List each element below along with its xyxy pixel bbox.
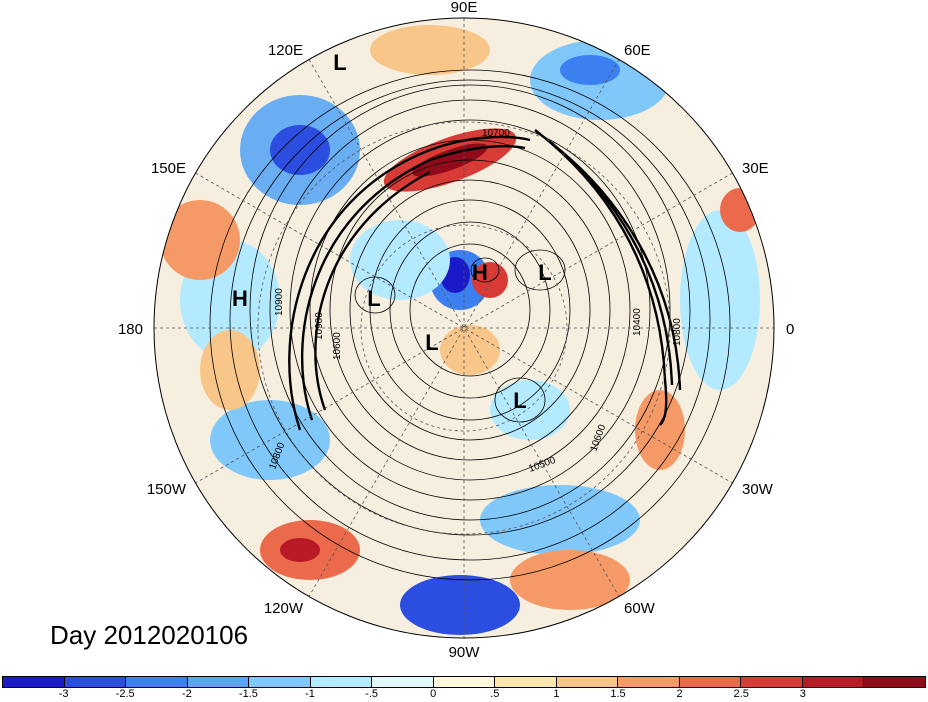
- lon-label-60w: 60W: [624, 600, 656, 617]
- high-label: H: [472, 260, 488, 285]
- low-label: L: [513, 388, 526, 413]
- lon-label-30w: 30W: [742, 481, 774, 498]
- colorbar-segment: [126, 677, 188, 687]
- colorbar-segment: [3, 677, 65, 687]
- colorbar-tick: -2: [181, 688, 192, 700]
- lon-label-60e: 60E: [624, 42, 651, 59]
- low-label: L: [425, 330, 438, 355]
- colorbar-tick: 1.5: [610, 688, 626, 700]
- contour-label: 10800: [672, 318, 683, 346]
- lon-label-30e: 30E: [742, 160, 769, 177]
- lon-label-120e: 120E: [268, 42, 303, 59]
- low-label: L: [538, 260, 551, 285]
- lon-label-180: 180: [118, 321, 143, 338]
- colorbar-tick: 3: [799, 688, 806, 700]
- lon-label-120w: 120W: [264, 600, 304, 617]
- lon-label-150w: 150W: [147, 481, 187, 498]
- colorbar-segment: [495, 677, 557, 687]
- colorbar-segment: [249, 677, 311, 687]
- colorbar-tick: -1: [305, 688, 315, 700]
- colorbar-segment: [556, 677, 619, 687]
- colorbar-tick: 2.5: [733, 688, 749, 700]
- date-label: Day 2012020106: [50, 620, 249, 650]
- colorbar-segment: [310, 677, 373, 687]
- high-label: H: [232, 286, 248, 311]
- contour-label: 10600: [332, 332, 343, 360]
- low-label: L: [367, 286, 380, 311]
- colorbar-tick: 1: [553, 688, 560, 700]
- colorbar-segment: [679, 677, 742, 687]
- colorbar-segment: [64, 677, 127, 687]
- jet-contours: [288, 129, 682, 431]
- colorbar-tick: -3: [58, 688, 69, 700]
- lon-label-150e: 150E: [151, 160, 186, 177]
- colorbar-tick: -1.5: [238, 688, 258, 700]
- colorbar-tick: -2.5: [115, 688, 135, 700]
- pressure-systems: L H L H L L L: [232, 50, 552, 413]
- colorbar-tick: 0: [430, 688, 437, 700]
- colorbar-tick: 2: [676, 688, 683, 700]
- colorbar-tick: .5: [490, 688, 500, 700]
- low-label: L: [333, 50, 346, 75]
- colorbar: [2, 676, 926, 688]
- graticule: [154, 18, 774, 638]
- contour-label: 10700: [482, 128, 510, 139]
- colorbar-segment: [741, 677, 803, 687]
- colorbar-segment: [433, 677, 496, 687]
- lon-label-0: 0: [786, 321, 794, 338]
- contour-label: 10900: [314, 312, 325, 340]
- lon-label-90w: 90W: [449, 644, 481, 661]
- contour-label: 10400: [632, 308, 643, 336]
- height-contours: [209, 69, 731, 581]
- polar-map: 90E 60E 30E 0 30W 60W 90W 120W 150W 180 …: [118, 0, 794, 661]
- contour-label: 10900: [274, 288, 285, 316]
- map-border: [153, 17, 775, 639]
- colorbar-segment: [864, 677, 925, 687]
- colorbar-segment: [187, 677, 250, 687]
- colorbar-segment: [802, 677, 865, 687]
- anomaly-field: [154, 18, 774, 638]
- longitude-labels: 90E 60E 30E 0 30W 60W 90W 120W 150W 180 …: [118, 0, 794, 661]
- colorbar-tick-labels: -3 -2.5 -2 -1.5 -1 -.5 0 .5 1 1.5 2 2.5 3: [2, 688, 926, 702]
- colorbar-segment: [372, 677, 434, 687]
- colorbar-tick: -.5: [365, 688, 379, 700]
- colorbar-segment: [618, 677, 680, 687]
- lon-label-90e: 90E: [451, 0, 478, 16]
